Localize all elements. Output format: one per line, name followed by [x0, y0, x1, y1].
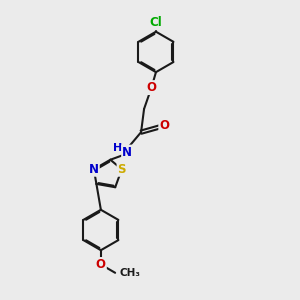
Text: O: O	[96, 258, 106, 271]
Text: N: N	[89, 163, 99, 176]
Text: CH₃: CH₃	[120, 268, 141, 278]
Text: O: O	[159, 119, 169, 132]
Text: S: S	[118, 163, 126, 176]
Text: O: O	[146, 81, 157, 94]
Text: H: H	[113, 143, 122, 153]
Text: N: N	[122, 146, 132, 159]
Text: Cl: Cl	[150, 16, 162, 29]
